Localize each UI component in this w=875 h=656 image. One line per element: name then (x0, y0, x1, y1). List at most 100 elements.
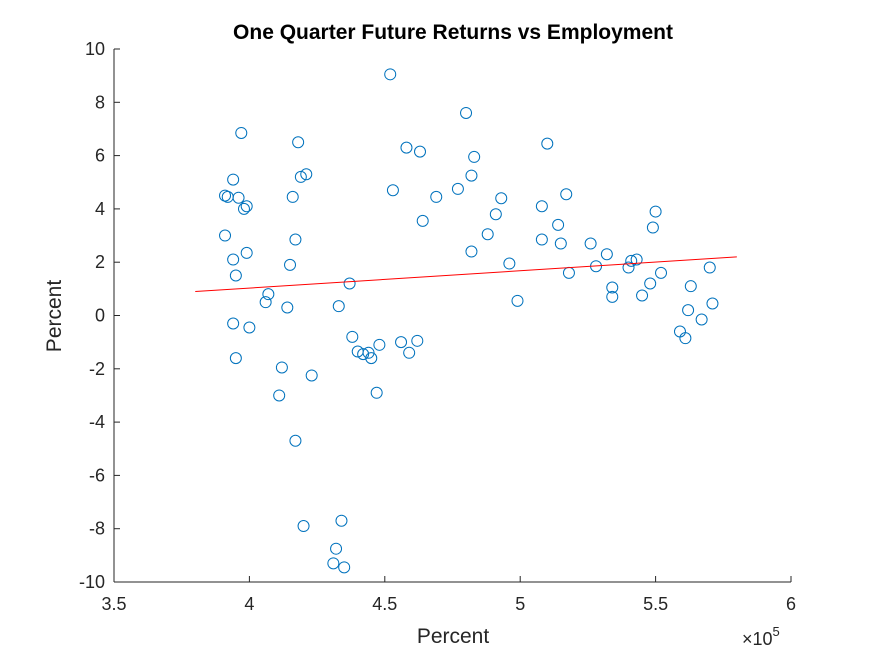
data-point (451, 182, 464, 195)
data-point (460, 106, 473, 119)
data-point (625, 254, 638, 267)
data-point (259, 296, 272, 309)
data-point (335, 514, 348, 527)
data-point (292, 136, 305, 149)
data-point (646, 221, 659, 234)
y-tick-label: 10 (85, 39, 105, 59)
data-point (289, 233, 302, 246)
data-point (229, 269, 242, 282)
x-tick-label: 3.5 (101, 594, 126, 614)
data-point (606, 290, 619, 303)
data-point (227, 317, 240, 330)
data-point (275, 361, 288, 374)
data-point (554, 237, 567, 250)
data-point (286, 190, 299, 203)
data-point (649, 205, 662, 218)
data-point (332, 300, 345, 313)
x-tick-label: 5.5 (643, 594, 668, 614)
y-ticks: 10 8 6 4 2 0 -2 -4 -6 -8 -10 (79, 39, 120, 592)
data-point (346, 330, 359, 343)
x-tick-label: 5 (515, 594, 525, 614)
x-tick-label: 4.5 (372, 594, 397, 614)
y-tick-label: -8 (89, 519, 105, 539)
data-point (365, 352, 378, 365)
data-point (430, 190, 443, 203)
y-tick-label: 6 (95, 146, 105, 166)
data-point (535, 200, 548, 213)
data-point (289, 434, 302, 447)
data-point (294, 170, 307, 183)
data-point (219, 189, 232, 202)
data-point (232, 191, 245, 204)
data-point (655, 266, 668, 279)
data-point (386, 184, 399, 197)
data-point (343, 277, 356, 290)
data-point (560, 188, 573, 201)
data-point (465, 245, 478, 258)
data-point (219, 229, 232, 242)
plot-area: 3.5 4 4.5 5 5.5 6 10 8 6 4 2 0 -2 -4 -6 -8 -10 (79, 39, 796, 614)
data-point (495, 192, 508, 205)
y-tick-label: 0 (95, 306, 105, 326)
y-axis-label: Percent (43, 280, 66, 353)
data-point (411, 334, 424, 347)
x-tick-label: 4 (244, 594, 254, 614)
x-axis-label: Percent (417, 625, 490, 648)
chart-title: One Quarter Future Returns vs Employment (233, 21, 673, 44)
y-tick-label: 2 (95, 252, 105, 272)
data-point (465, 169, 478, 182)
y-tick-label: -4 (89, 412, 105, 432)
data-point (403, 346, 416, 359)
x-exponent-label: ×105 (742, 624, 780, 649)
fit-line (195, 256, 737, 293)
data-point (684, 280, 697, 293)
data-point (541, 137, 554, 150)
data-point (706, 297, 719, 310)
y-tick-label: -6 (89, 465, 105, 485)
data-points (219, 68, 719, 574)
data-point (338, 561, 351, 574)
data-point (327, 557, 340, 570)
data-point (695, 313, 708, 326)
data-point (357, 348, 370, 361)
data-point (468, 150, 481, 163)
data-point (600, 248, 613, 261)
data-point (489, 208, 502, 221)
data-point (606, 281, 619, 294)
data-point (235, 126, 248, 139)
x-ticks: 3.5 4 4.5 5 5.5 6 (101, 576, 796, 614)
data-point (503, 257, 516, 270)
data-point (229, 352, 242, 365)
data-point (300, 168, 313, 181)
data-point (262, 288, 275, 301)
data-point (240, 200, 253, 213)
data-point (535, 233, 548, 246)
data-point (481, 228, 494, 241)
data-point (395, 336, 408, 349)
data-point (240, 246, 253, 259)
data-point (511, 294, 524, 307)
data-point (370, 386, 383, 399)
data-point (552, 218, 565, 231)
data-point (622, 261, 635, 274)
data-point (630, 253, 643, 266)
data-point (584, 237, 597, 250)
data-point (703, 261, 716, 274)
data-point (227, 173, 240, 186)
y-tick-label: 4 (95, 199, 105, 219)
data-point (330, 542, 343, 555)
data-point (227, 253, 240, 266)
data-point (373, 338, 386, 351)
x-tick-label: 6 (786, 594, 796, 614)
data-point (400, 141, 413, 154)
data-point (243, 321, 256, 334)
data-point (416, 214, 429, 227)
y-tick-label: -2 (89, 359, 105, 379)
data-point (384, 68, 397, 81)
x-exponent-power: 5 (773, 624, 780, 639)
data-point (284, 258, 297, 271)
data-point (281, 301, 294, 314)
data-point (273, 389, 286, 402)
